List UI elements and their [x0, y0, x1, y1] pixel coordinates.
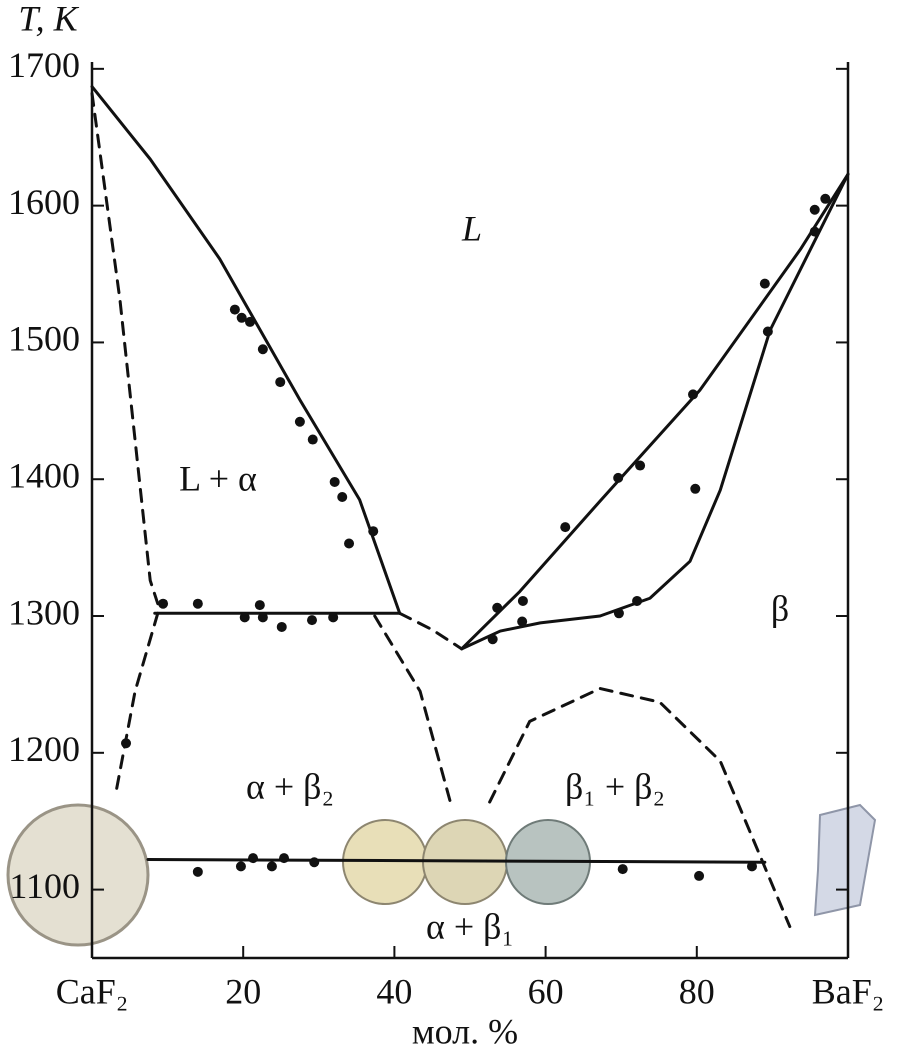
data-point: [759, 278, 770, 289]
data-point: [257, 612, 268, 623]
data-point: [266, 861, 277, 872]
data-point: [121, 738, 132, 749]
data-point: [694, 870, 705, 881]
data-point: [635, 460, 646, 471]
data-point: [690, 483, 701, 494]
data-point: [762, 326, 773, 337]
y-tick-label: 1600: [8, 182, 80, 222]
data-point: [158, 598, 169, 609]
data-point: [309, 857, 320, 868]
region-label: β: [771, 588, 789, 628]
x-tick-label: 20: [225, 971, 261, 1011]
data-point: [236, 312, 247, 323]
data-point: [192, 866, 203, 877]
data-point: [487, 634, 498, 645]
data-point: [307, 434, 318, 445]
data-point: [275, 377, 286, 388]
data-point: [613, 608, 624, 619]
x-tick-label: CaF₂: [56, 971, 129, 1011]
dashed-curve: [373, 614, 452, 804]
x-tick-label: BaF₂: [812, 971, 885, 1011]
data-point: [632, 595, 643, 606]
region-label: α + β₁: [426, 906, 514, 946]
phase-curve: [460, 172, 850, 651]
data-point: [368, 526, 379, 537]
data-point: [613, 472, 624, 483]
x-tick-label: 40: [376, 971, 412, 1011]
y-tick-label: 1200: [8, 729, 80, 769]
data-point: [294, 416, 305, 427]
region-label: β₁ + β₂: [565, 766, 665, 806]
data-point: [239, 612, 250, 623]
x-axis-label: мол. %: [412, 1011, 518, 1051]
data-point: [248, 853, 259, 864]
data-point: [306, 615, 317, 626]
data-point: [235, 861, 246, 872]
data-point: [279, 853, 290, 864]
dashed-curve: [398, 611, 464, 651]
data-point: [820, 193, 831, 204]
data-point: [254, 600, 265, 611]
data-point: [746, 861, 757, 872]
dashed-curve: [488, 687, 792, 929]
data-point: [337, 492, 348, 503]
data-point: [257, 344, 268, 355]
region-label: L: [461, 208, 482, 248]
data-point: [229, 304, 240, 315]
y-tick-label: 1300: [8, 592, 80, 632]
data-point: [344, 538, 355, 549]
data-point: [809, 204, 820, 215]
dashed-curve: [114, 611, 160, 793]
region-label: α + β₂: [246, 766, 334, 806]
data-point: [688, 389, 699, 400]
y-tick-label: 1500: [8, 319, 80, 359]
data-point: [617, 864, 628, 875]
dashed-curve: [90, 91, 160, 606]
data-point: [492, 602, 503, 613]
data-point: [276, 621, 287, 632]
data-point: [560, 522, 571, 533]
crystal-photo: [813, 803, 877, 917]
x-tick-label: 60: [528, 971, 564, 1011]
data-point: [245, 316, 256, 327]
data-point: [809, 226, 820, 237]
region-label: L + α: [179, 458, 257, 498]
data-point: [328, 612, 339, 623]
phase-curve: [460, 172, 850, 651]
crystal-photo: [6, 803, 150, 947]
y-axis-label: T, K: [18, 0, 79, 38]
phase-curve: [90, 85, 402, 615]
x-tick-label: 80: [679, 971, 715, 1011]
data-point: [517, 616, 528, 627]
data-point: [329, 476, 340, 487]
data-point: [192, 598, 203, 609]
y-tick-label: 1400: [8, 455, 80, 495]
data-point: [517, 595, 528, 606]
y-tick-label: 1700: [8, 45, 80, 85]
y-tick-label: 1100: [9, 866, 80, 906]
